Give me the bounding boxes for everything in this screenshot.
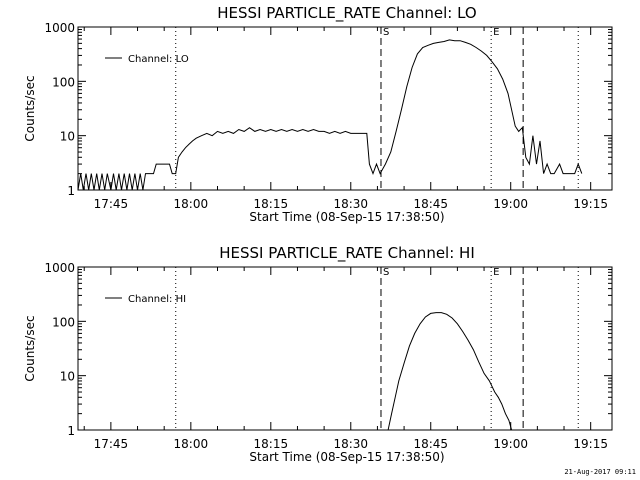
x-tick-label: 17:45 (94, 197, 129, 211)
series-line (78, 39, 583, 190)
y-tick-label: 10 (60, 130, 75, 144)
panel-lo: HESSI PARTICLE_RATE Channel: LO 1 10 100 100… (23, 4, 613, 224)
marker-label: E (493, 267, 499, 278)
x-tick-label: 18:30 (333, 197, 368, 211)
y-tick-label: 1000 (44, 261, 75, 275)
x-axis-label: Start Time (08-Sep-15 17:38:50) (249, 210, 444, 224)
plot-frame (77, 26, 613, 191)
marker-label: S (383, 27, 389, 38)
x-tick-label: 19:00 (493, 437, 528, 451)
x-tick-label: 18:15 (254, 437, 289, 451)
y-axis-label: Counts/sec (23, 315, 37, 381)
timestamp: 21-Aug-2017 09:11 (564, 468, 636, 476)
x-tick-label: 18:15 (254, 197, 289, 211)
x-tick-label: 18:00 (174, 437, 209, 451)
y-tick-label: 100 (52, 315, 75, 329)
x-tick-label: 19:15 (573, 437, 608, 451)
x-tick-label: 19:15 (573, 197, 608, 211)
chart-title: HESSI PARTICLE_RATE Channel: LO (217, 4, 476, 23)
plot-frame (77, 266, 613, 431)
marker-label: E (493, 27, 499, 38)
y-tick-label: 1 (67, 424, 75, 438)
y-tick-label: 10 (60, 370, 75, 384)
y-tick-label: 100 (52, 75, 75, 89)
x-tick-label: 18:45 (413, 437, 448, 451)
x-tick-label: 18:00 (174, 197, 209, 211)
y-tick-label: 1000 (44, 21, 75, 35)
legend-label: Channel: LO (128, 54, 189, 65)
x-tick-label: 18:45 (413, 197, 448, 211)
x-tick-label: 19:00 (493, 197, 528, 211)
series-line (387, 312, 513, 430)
panel-hi: HESSI PARTICLE_RATE Channel: HI 1 10 100 100… (23, 244, 613, 464)
x-tick-label: 17:45 (94, 437, 129, 451)
marker-label: S (383, 267, 389, 278)
y-tick-label: 1 (67, 184, 75, 198)
x-tick-label: 18:30 (333, 437, 368, 451)
y-axis-label: Counts/sec (23, 75, 37, 141)
legend-label: Channel: HI (128, 294, 186, 305)
x-axis-label: Start Time (08-Sep-15 17:38:50) (249, 450, 444, 464)
chart-title: HESSI PARTICLE_RATE Channel: HI (219, 244, 475, 263)
